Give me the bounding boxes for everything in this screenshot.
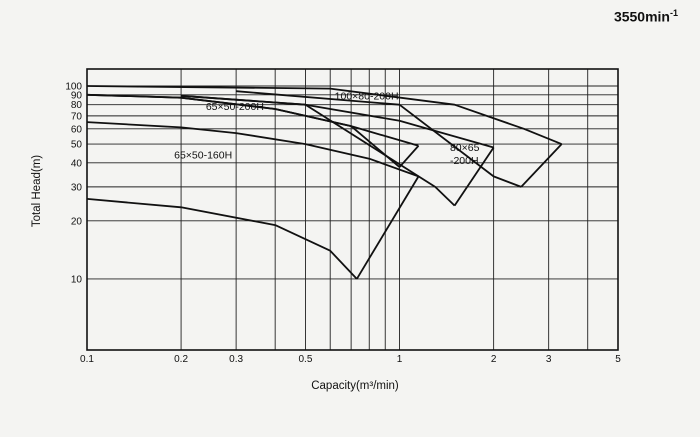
grid <box>86 69 619 350</box>
curve-end-edge <box>398 145 420 168</box>
y-tick-label: 60 <box>71 124 83 135</box>
y-tick-label: 90 <box>71 90 83 101</box>
curve-end-edge <box>453 146 495 207</box>
curves <box>86 85 563 280</box>
x-tick-label: 1 <box>397 354 403 365</box>
y-axis-label: Total Head(m) <box>31 155 43 227</box>
curve-label: 100×80-200H <box>335 91 399 103</box>
x-axis-label: Capacity(m³/min) <box>311 380 399 392</box>
y-tick-label: 80 <box>71 100 83 111</box>
curve-label: 65×50-160H <box>174 150 232 162</box>
curve-end-edge <box>520 143 563 188</box>
x-tick-label: 2 <box>491 354 497 365</box>
x-tick-label: 5 <box>615 354 621 365</box>
curve-lower <box>86 93 401 168</box>
y-tick-label: 100 <box>65 82 82 93</box>
curve-label: -200H <box>450 155 479 167</box>
y-tick-label: 50 <box>71 140 83 151</box>
curve-label: 65×50-200H <box>206 101 264 113</box>
curve-upper <box>86 121 419 178</box>
y-tick-label: 20 <box>71 216 83 227</box>
y-tick-label: 40 <box>71 158 83 169</box>
curve-upper <box>86 85 562 145</box>
curve-end-edge <box>356 175 420 280</box>
speed-label: 3550min-1 <box>613 8 678 25</box>
curve-lower <box>181 94 456 207</box>
plot-frame <box>86 68 619 351</box>
x-tick-label: 0.3 <box>229 354 243 365</box>
x-tick-label: 0.5 <box>299 354 313 365</box>
y-tick-label: 70 <box>71 111 83 122</box>
curve-label: 80×65 <box>450 142 480 154</box>
y-tick-label: 30 <box>71 182 83 193</box>
curve-labels: 65×50-160H 65×50-200H 80×65-200H 100×80-200… <box>174 91 480 167</box>
curve-lower <box>86 198 358 280</box>
y-tick-label: 10 <box>71 274 83 285</box>
x-tick-label: 0.2 <box>174 354 188 365</box>
x-tick-label: 0.1 <box>80 354 94 365</box>
x-tick-label: 3 <box>546 354 552 365</box>
curve-lower <box>236 90 522 188</box>
